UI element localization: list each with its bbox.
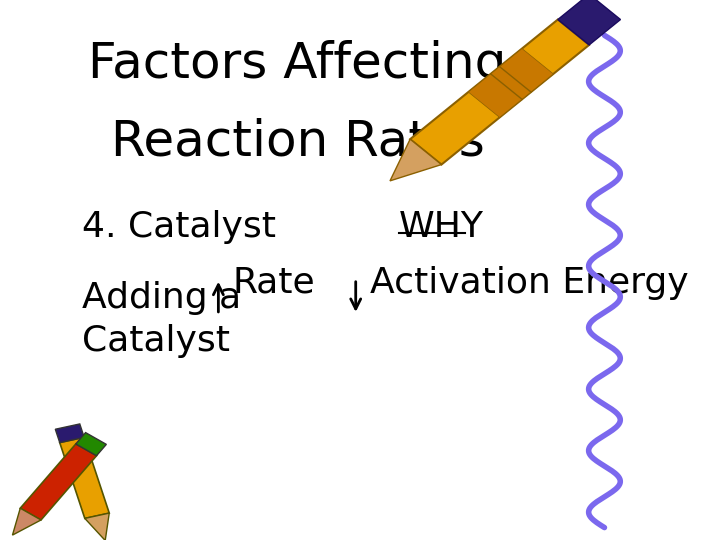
- Polygon shape: [468, 49, 554, 117]
- Polygon shape: [12, 508, 41, 535]
- Text: Reaction Rates: Reaction Rates: [111, 117, 485, 165]
- Text: 4. Catalyst: 4. Catalyst: [82, 210, 276, 244]
- Polygon shape: [558, 0, 621, 45]
- Text: WHY: WHY: [399, 210, 484, 244]
- Text: Activation Energy: Activation Energy: [370, 266, 689, 300]
- Polygon shape: [20, 444, 96, 520]
- Text: Rate: Rate: [233, 266, 315, 300]
- Polygon shape: [76, 433, 107, 456]
- Text: Factors Affecting: Factors Affecting: [89, 40, 507, 89]
- Polygon shape: [390, 139, 441, 181]
- Polygon shape: [410, 19, 589, 165]
- Polygon shape: [55, 424, 84, 443]
- Text: Adding a
Catalyst: Adding a Catalyst: [82, 281, 241, 357]
- Polygon shape: [60, 437, 109, 518]
- Polygon shape: [85, 513, 109, 540]
